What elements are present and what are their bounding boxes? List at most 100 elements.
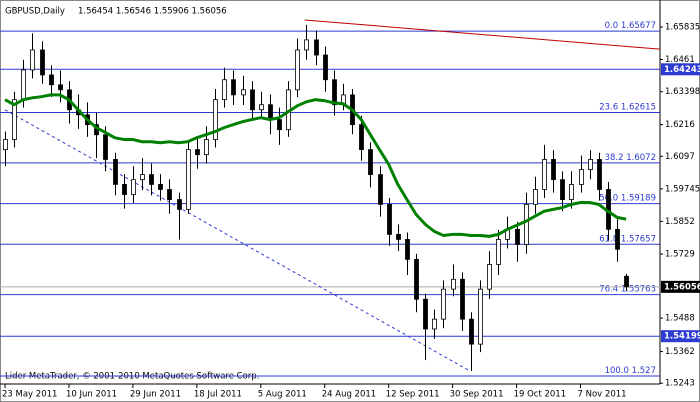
x-tick-label: 23 May 2011	[2, 390, 57, 400]
candle-body	[277, 119, 282, 131]
y-tick-label: 1.6461	[665, 55, 695, 65]
candle-body	[396, 233, 401, 240]
candle-body	[496, 239, 501, 265]
x-tick-label: 7 Nov 2011	[578, 390, 627, 400]
fibo-label: 23.6 1.62615	[599, 102, 656, 112]
fibo-price: 1.62615	[621, 102, 656, 112]
candle-body	[268, 104, 273, 120]
candle-body	[30, 49, 35, 71]
candle-body	[460, 278, 465, 320]
candle-body	[241, 89, 246, 96]
level-box	[661, 280, 700, 293]
candle-body	[12, 99, 17, 140]
candle-body	[478, 288, 483, 345]
candle-body	[423, 298, 428, 330]
candle-body	[177, 199, 182, 210]
candle-body	[569, 184, 574, 200]
level-label: 1.54199	[664, 332, 700, 342]
level-box	[661, 63, 700, 76]
candle-body	[487, 264, 492, 290]
candle-body	[222, 79, 227, 101]
candle-body	[323, 54, 328, 81]
fibo-level: 100.0	[605, 366, 629, 376]
candle-body	[597, 159, 602, 190]
candle-body	[314, 39, 319, 56]
candle-body	[304, 39, 309, 51]
candle-body	[378, 174, 383, 205]
level-label: 1.56056	[664, 282, 700, 292]
fibo-level: 0.0	[605, 21, 619, 31]
fibo-label: 61.8 1.57657	[599, 234, 656, 244]
candle-body	[149, 174, 154, 185]
moving-average	[4, 93, 627, 238]
candle-body	[167, 189, 172, 200]
x-tick-label: 10 Jun 2011	[66, 390, 117, 400]
candle-body	[3, 139, 8, 151]
candle-body	[441, 288, 446, 320]
y-tick-label: 1.5852	[665, 217, 695, 227]
x-tick-label: 19 Oct 2011	[514, 390, 567, 400]
candle-body	[295, 49, 300, 91]
y-tick-label: 1.5729	[665, 250, 695, 260]
trendline	[4, 109, 471, 372]
candle-body	[40, 49, 45, 76]
candle-body	[432, 318, 437, 330]
candle-body	[551, 159, 556, 181]
candle-body	[103, 134, 108, 160]
candle-body	[140, 174, 145, 181]
fibo-level: 76.4	[599, 284, 618, 294]
candle-body	[122, 184, 127, 195]
y-tick-label: 1.59745	[665, 184, 700, 194]
candle-body	[451, 278, 456, 290]
candle-body	[588, 159, 593, 170]
candle-body	[49, 74, 54, 86]
candle-body	[615, 228, 620, 250]
candle-body	[414, 258, 419, 300]
symbol: GBPUSD,Daily	[5, 7, 65, 17]
candle-body	[524, 203, 529, 245]
fibo-price: 1.6072	[626, 152, 656, 162]
candle-body	[213, 99, 218, 140]
fibo-label: 0.0 1.65677	[605, 21, 656, 31]
candle-body	[579, 169, 584, 185]
fibo-price: 1.57657	[621, 234, 656, 244]
candle-body	[368, 149, 373, 176]
fibo-label: 38.2 1.6072	[605, 152, 656, 162]
candle-body	[158, 184, 163, 190]
candle-body	[186, 149, 191, 210]
x-tick-label: 24 Aug 2011	[322, 390, 376, 400]
x-tick-label: 5 Aug 2011	[258, 390, 307, 400]
quote: 1.56454 1.56546 1.55906 1.56056	[78, 7, 227, 17]
candle-body	[515, 228, 520, 245]
candle-body	[469, 318, 474, 345]
level-box	[661, 330, 700, 343]
candle-body	[359, 124, 364, 151]
trendline	[304, 19, 661, 50]
fibo-label: 100.0 1.527	[605, 366, 656, 376]
fibo-level: 23.6	[599, 102, 618, 112]
x-tick-label: 18 Jul 2011	[194, 390, 242, 400]
candle-body	[113, 159, 118, 185]
y-tick-label: 1.5488	[665, 314, 695, 324]
fibo-level: 38.2	[605, 152, 624, 162]
y-tick-label: 1.5243	[665, 379, 695, 389]
x-tick-label: 12 Sep 2011	[386, 390, 440, 400]
candle-body	[131, 179, 136, 195]
candle-body	[250, 89, 255, 111]
fibo-price: 1.527	[632, 366, 656, 376]
candle-body	[21, 69, 26, 101]
y-tick-label: 1.63398	[665, 87, 700, 97]
candle-body	[332, 79, 337, 106]
fibo-price: 1.65677	[621, 21, 656, 31]
fibo-label: 76.4 1.55763	[599, 284, 656, 294]
level-label: 1.64243	[664, 65, 700, 75]
candle-body	[231, 79, 236, 96]
y-tick-label: 1.5362	[665, 347, 695, 357]
y-tick-label: 1.6216	[665, 120, 695, 130]
x-tick-label: 29 Jun 2011	[130, 390, 181, 400]
candle-body	[560, 179, 565, 200]
fibo-price: 1.59189	[621, 193, 656, 203]
candle-body	[542, 159, 547, 190]
candle-body	[204, 139, 209, 156]
